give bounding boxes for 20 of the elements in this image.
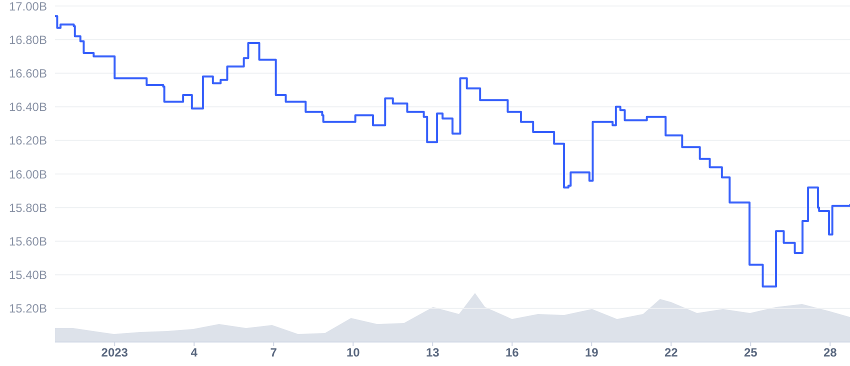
x-tick-label: 25	[744, 346, 758, 360]
x-tick-label: 7	[270, 346, 278, 360]
y-tick-label: 15.40B	[8, 268, 47, 282]
y-tick-label: 15.80B	[8, 200, 47, 215]
x-tick-label: 19	[584, 346, 599, 360]
x-tick-label: 16	[505, 346, 520, 360]
y-tick-label: 16.00B	[8, 167, 47, 182]
x-tick-label: 22	[664, 346, 678, 360]
y-tick-label: 16.60B	[8, 66, 47, 80]
x-tick-label: 2023	[101, 346, 128, 360]
x-tick-label: 10	[346, 346, 360, 360]
y-tick-label: 15.60B	[8, 234, 47, 248]
y-tick-label: 17.00B	[8, 0, 47, 14]
y-tick-label: 16.40B	[8, 100, 47, 114]
y-tick-label: 16.80B	[8, 32, 47, 47]
x-tick-label: 28	[823, 346, 838, 360]
y-tick-label: 15.20B	[8, 302, 47, 316]
x-tick-label: 4	[190, 346, 198, 360]
y-tick-label: 16.20B	[8, 134, 47, 148]
x-tick-label: 13	[426, 346, 440, 360]
